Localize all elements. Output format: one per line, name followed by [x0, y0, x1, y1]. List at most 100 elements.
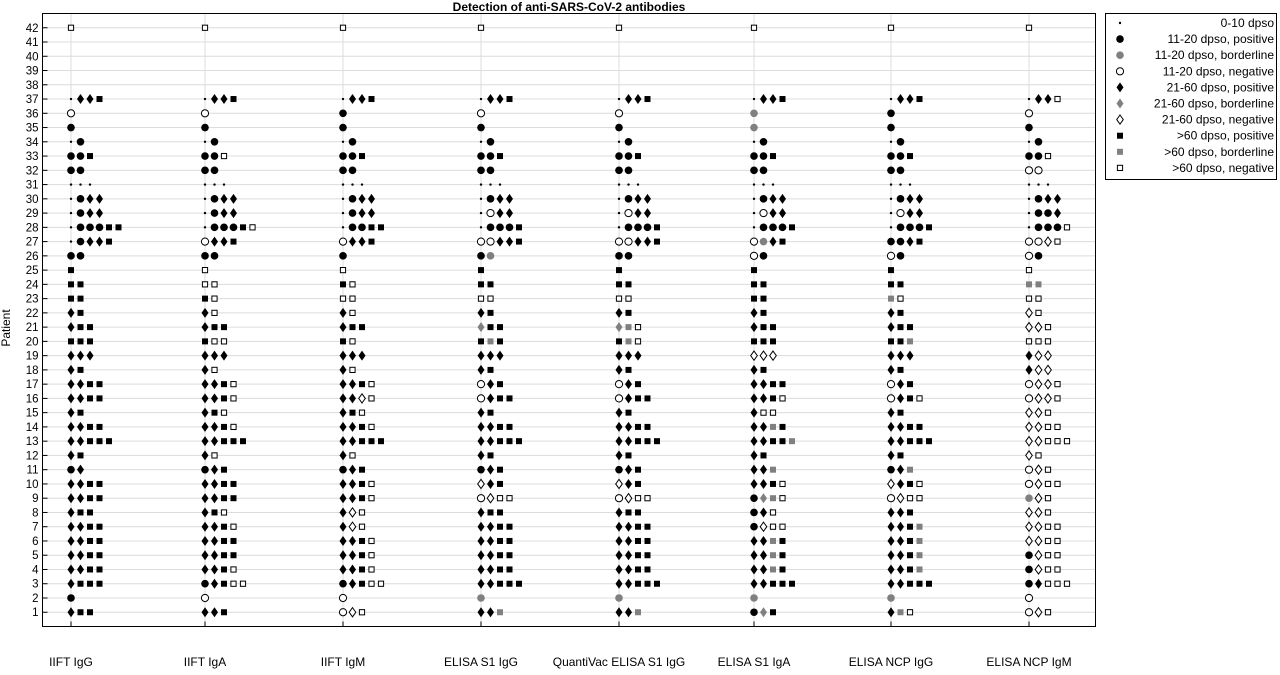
- data-point-s-neg: [1035, 309, 1042, 316]
- data-point-s-pos: [221, 466, 227, 473]
- data-point-s-pos: [96, 552, 103, 559]
- data-point-c-pos: [201, 166, 209, 175]
- data-point-early: [617, 197, 621, 201]
- data-point-s-border: [916, 566, 923, 573]
- data-point-d-pos: [368, 193, 375, 204]
- data-point-d-pos: [644, 208, 651, 219]
- data-point-s-pos: [77, 366, 84, 373]
- data-point-d-pos: [211, 550, 218, 561]
- data-point-d-pos: [887, 307, 895, 318]
- data-point-s-pos: [635, 580, 641, 587]
- data-point-s-pos: [221, 480, 227, 487]
- legend-symbol: [1116, 82, 1124, 93]
- legend-symbol: [1116, 114, 1124, 126]
- data-point-s-pos: [897, 409, 904, 416]
- data-point-c-border: [887, 594, 895, 602]
- data-point-d-pos: [634, 236, 642, 247]
- data-point-s-pos: [68, 295, 74, 302]
- data-point-early: [341, 183, 345, 186]
- data-point-early: [752, 226, 756, 229]
- data-point-s-border: [497, 609, 503, 616]
- data-point-d-pos: [496, 208, 504, 219]
- y-tick-label: 30: [26, 194, 39, 206]
- data-point-d-pos: [487, 379, 494, 390]
- data-point-s-pos: [497, 153, 503, 160]
- data-point-d-pos: [750, 478, 758, 489]
- data-point-d-pos: [349, 564, 356, 575]
- data-point-s-pos: [211, 409, 218, 416]
- data-point-s-pos: [230, 96, 237, 103]
- data-point-s-neg: [1044, 324, 1052, 331]
- data-point-d-pos: [77, 350, 84, 361]
- data-point-d-pos: [201, 407, 209, 418]
- data-point-d-pos: [349, 94, 356, 105]
- data-point-s-pos: [106, 438, 112, 445]
- data-point-s-pos: [926, 438, 932, 445]
- data-point-c-pos: [759, 166, 768, 175]
- data-point-s-pos: [87, 438, 93, 445]
- data-point-s-pos: [87, 423, 93, 430]
- data-point-s-pos: [654, 224, 660, 231]
- data-point-s-neg: [1054, 537, 1061, 545]
- data-point-d-pos: [211, 94, 218, 105]
- data-point-s-neg: [1025, 267, 1033, 274]
- data-point-s-pos: [907, 509, 913, 516]
- data-point-s-pos: [96, 566, 103, 573]
- data-point-s-pos: [916, 423, 923, 430]
- data-point-early: [69, 97, 73, 101]
- data-point-s-pos: [907, 537, 913, 544]
- data-point-s-neg: [1054, 238, 1061, 245]
- legend-symbol: [1115, 67, 1125, 76]
- data-point-d-pos: [750, 450, 758, 461]
- data-point-c-pos: [339, 579, 347, 588]
- data-point-d-neg: [1034, 421, 1043, 433]
- data-point-c-pos: [750, 608, 758, 617]
- data-point-s-pos: [635, 466, 641, 473]
- data-point-d-neg: [887, 478, 895, 490]
- data-point-d-pos: [506, 193, 513, 204]
- data-point-s-pos: [221, 566, 227, 573]
- data-point-d-pos: [760, 421, 767, 432]
- data-point-s-pos: [506, 96, 513, 103]
- y-tick-label: 18: [26, 365, 39, 377]
- data-point-d-pos: [220, 193, 228, 204]
- data-point-c-neg: [338, 237, 348, 246]
- data-point-d-pos: [211, 436, 218, 447]
- data-point-s-pos: [87, 324, 93, 331]
- data-point-early: [479, 226, 483, 229]
- data-point-early: [1027, 197, 1031, 201]
- data-point-d-pos: [67, 550, 75, 561]
- data-point-d-pos: [358, 350, 366, 361]
- data-point-s-pos: [87, 381, 93, 388]
- data-point-c-pos: [759, 138, 768, 146]
- data-point-s-border: [770, 566, 776, 573]
- data-point-s-pos: [907, 580, 913, 587]
- data-point-d-pos: [644, 236, 651, 247]
- data-point-early: [69, 197, 73, 201]
- data-point-d-neg: [1025, 535, 1033, 547]
- data-point-s-neg: [211, 281, 218, 288]
- data-point-s-pos: [635, 423, 641, 430]
- data-point-d-neg: [348, 521, 357, 533]
- data-point-s-pos: [106, 224, 112, 231]
- data-point-s-pos: [378, 224, 384, 231]
- data-point-d-pos: [201, 550, 209, 561]
- data-point-d-pos: [897, 535, 904, 546]
- data-point-s-neg: [349, 338, 356, 345]
- data-point-d-border: [760, 607, 767, 618]
- data-point-early: [636, 183, 640, 186]
- data-point-d-neg: [1025, 407, 1033, 419]
- data-point-c-pos: [615, 166, 623, 175]
- data-point-s-pos: [359, 466, 365, 473]
- data-point-s-pos: [87, 338, 93, 345]
- data-point-s-pos: [359, 537, 365, 544]
- data-point-early: [498, 183, 502, 186]
- data-point-s-pos: [77, 609, 84, 616]
- data-point-s-pos: [907, 438, 913, 445]
- data-point-s-pos: [616, 267, 622, 274]
- data-point-d-pos: [477, 607, 485, 618]
- data-point-s-neg: [368, 423, 375, 431]
- y-tick-label: 16: [26, 393, 39, 405]
- data-point-s-pos: [770, 324, 776, 331]
- legend-symbol: [1116, 164, 1124, 172]
